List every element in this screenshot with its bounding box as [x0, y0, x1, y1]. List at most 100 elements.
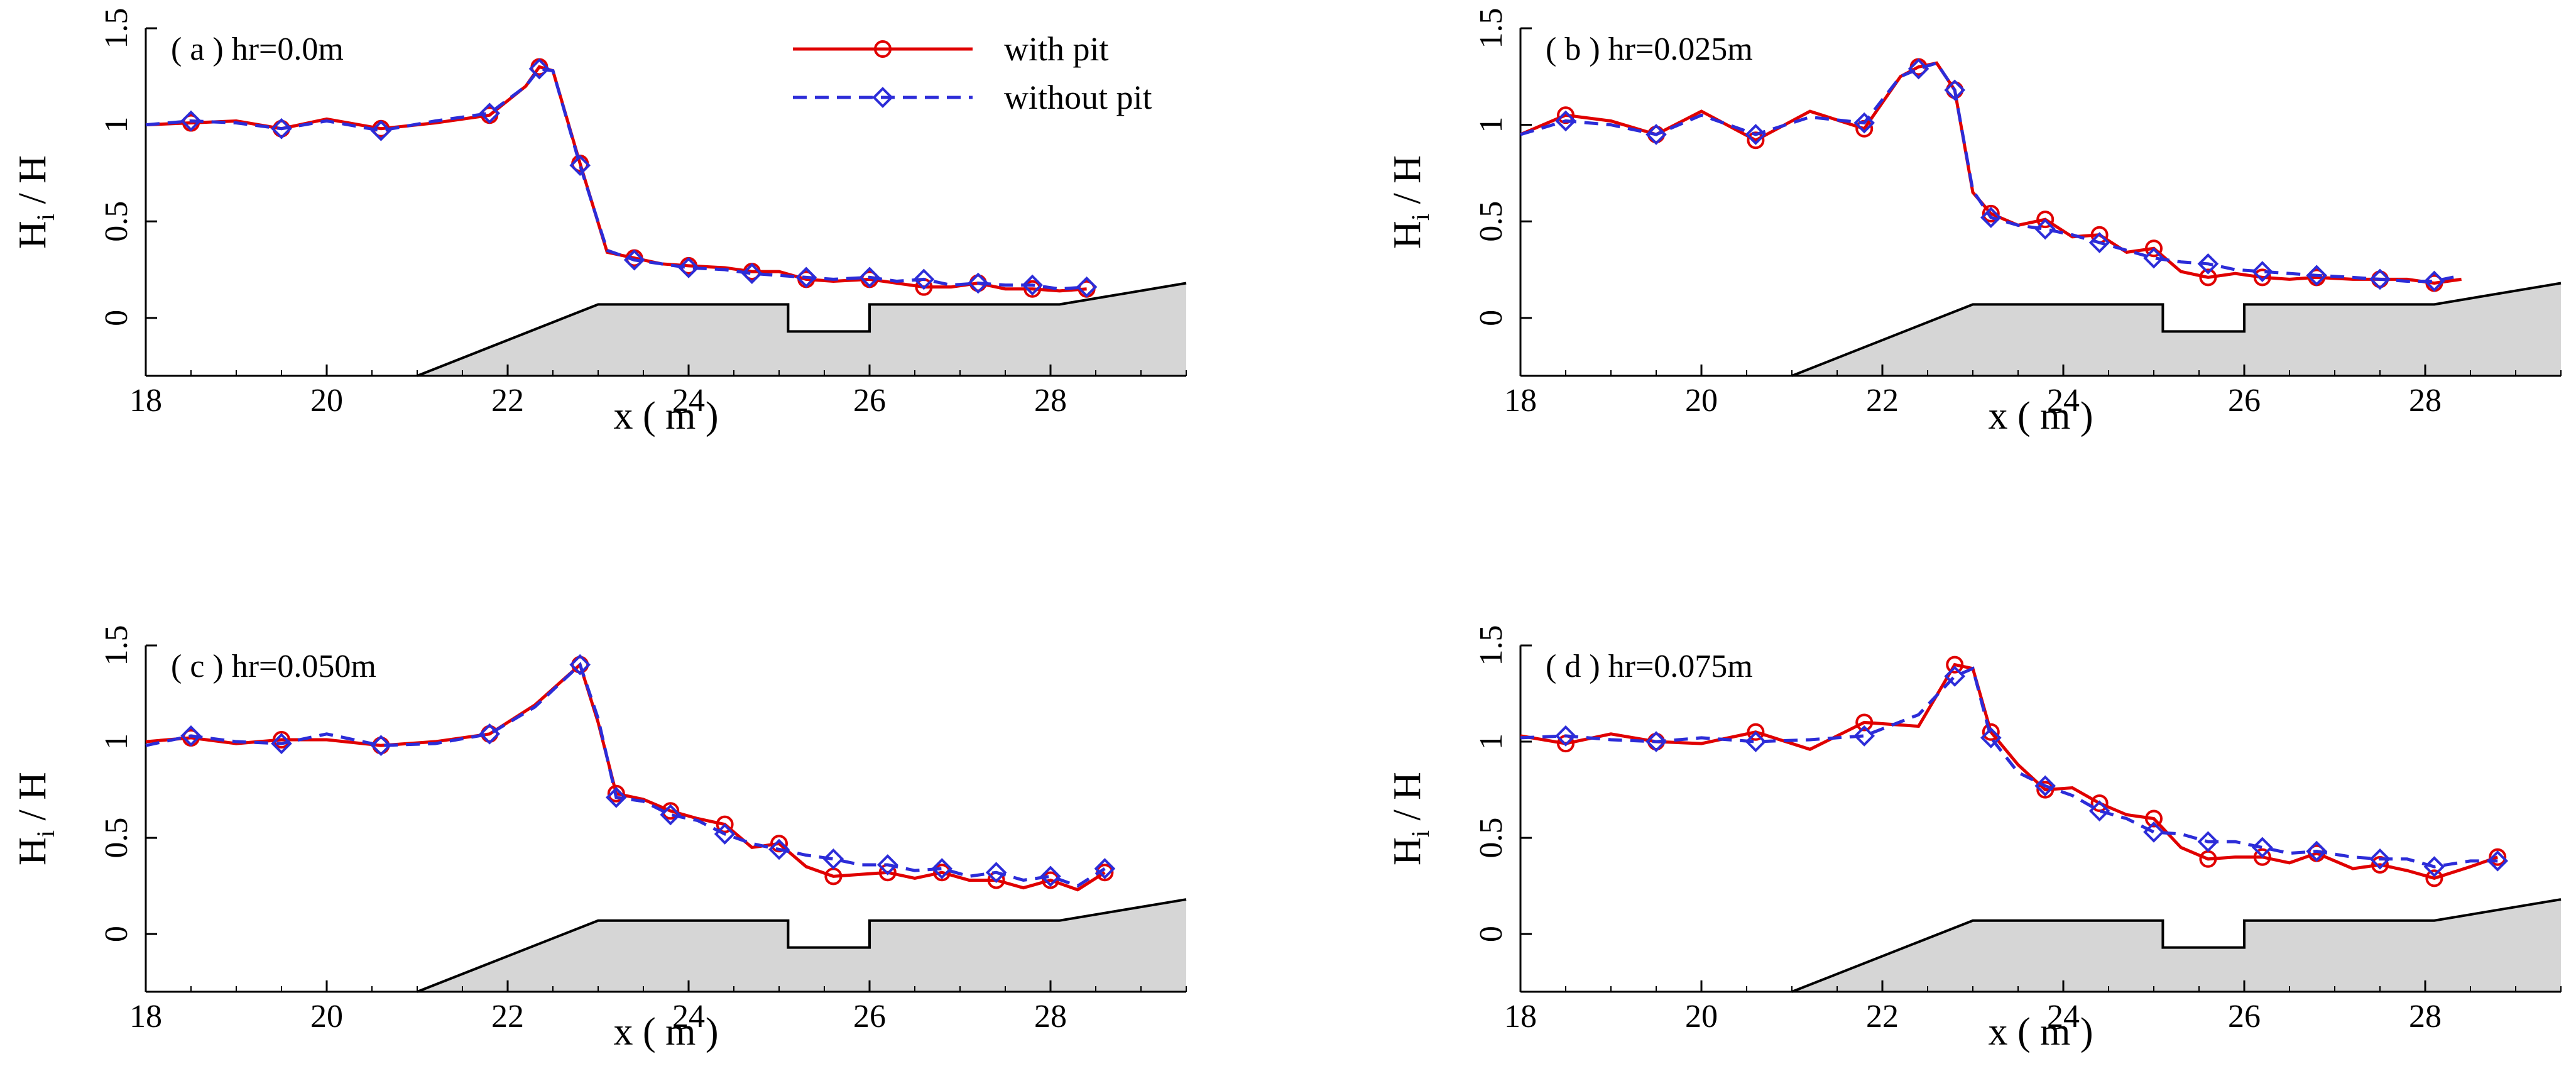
- panel-b-xtick-label: 22: [1866, 383, 1899, 419]
- panel-a-series-without-pit-point: [678, 257, 699, 278]
- panel-c-series-without-pit-line: [145, 662, 1106, 888]
- panel-b-series-without-pit-point: [2251, 261, 2273, 282]
- panel-b-series-without-pit-point: [2197, 253, 2219, 275]
- panel-a-series-without-pit-point: [370, 119, 392, 141]
- panel-b-series-with-pit-point: [2199, 268, 2217, 287]
- panel-b-series-without-pit-point: [1645, 124, 1667, 145]
- panel-a-series-without-pit-line: [145, 67, 1087, 291]
- panel-d-ytick-label: 0: [1473, 926, 1509, 942]
- panel-a-series-without-pit-point: [967, 272, 989, 294]
- panel-b-xtick-label: 26: [2228, 383, 2261, 419]
- panel-c-ytick-label: 0.5: [99, 818, 134, 859]
- panel-d-series-without-pit-point: [2251, 837, 2273, 859]
- panel-c-series-without-pit-point: [1094, 858, 1116, 879]
- panel-b-series-with-pit-point: [2036, 211, 2055, 229]
- panel-d-series-with-pit-point: [1982, 723, 2000, 741]
- panel-b-series-without-pit-point: [1853, 112, 1875, 134]
- panel-a-series-without-pit-point: [1076, 276, 1098, 298]
- panel-a-series-without-pit-point: [1022, 274, 1044, 296]
- panel-d-bathymetry-line: [1791, 898, 2562, 993]
- legend: with pit without pit: [793, 30, 1152, 116]
- panel-b-series-with-pit-point: [2145, 239, 2163, 258]
- panel-b-series-without-pit-point: [2143, 247, 2164, 269]
- panel-b-series-without-pit-point: [1745, 124, 1767, 145]
- panel-d-xtick-label: 24: [2047, 999, 2080, 1034]
- panel-c: 18 20 22 24 26 28 0 0.5 1 1.5 x ( m ) Hi / H ( c ) h…: [11, 625, 1187, 1053]
- panel-a-series-without-pit-point: [741, 263, 763, 285]
- panel-d-series-without-pit-point: [1745, 731, 1767, 752]
- panel-d-series-without-pit-point: [2143, 821, 2164, 843]
- panel-b-bathymetry-fill: [1792, 283, 2561, 376]
- panel-d-series-with-pit-point: [1747, 723, 1765, 741]
- panel-d-ytick-label: 1: [1473, 733, 1509, 750]
- panel-b-xtick-label: 20: [1685, 383, 1718, 419]
- panel-b-xtick-label: 24: [2047, 383, 2080, 419]
- panel-b-series-without-pit-point: [2088, 232, 2110, 253]
- panel-d-series-without-pit-line: [1520, 666, 2498, 869]
- panel-a-series-without-pit-point: [569, 155, 591, 176]
- panel-b-title: ( b ) hr=0.025m: [1546, 31, 1753, 67]
- panel-d-xtick-label: 22: [1866, 999, 1899, 1034]
- panel-c-xtick-label: 20: [310, 999, 343, 1034]
- panel-d-series-with-pit-point: [2145, 809, 2163, 828]
- panel-c-series-without-pit-point: [605, 787, 627, 808]
- panel-d-series-with-pit-point: [2489, 848, 2507, 866]
- panel-d-series-without-pit-point: [1853, 725, 1875, 747]
- panel-a-series-without-pit-point: [528, 58, 550, 80]
- panel-b-bathymetry-line: [1791, 282, 2562, 377]
- panel-a-ytick-label: 1.5: [99, 8, 134, 49]
- panel-d-series-with-pit-line: [1520, 662, 2499, 881]
- panel-d-series-with-pit-point: [2090, 794, 2109, 813]
- panel-a-ytick-label: 0.5: [99, 201, 134, 242]
- panel-c-ylabel: Hi / H: [11, 772, 60, 865]
- panel-a-series-without-pit-point: [795, 266, 817, 288]
- panel-c-series-without-pit-point: [569, 654, 591, 676]
- panel-d-series-with-pit-point: [2425, 869, 2443, 887]
- panel-b-series-without-pit-point: [2034, 218, 2056, 240]
- panel-c-series-without-pit-point: [271, 733, 292, 754]
- panel-c-series-with-pit-point: [933, 864, 951, 882]
- panel-a-bathymetry-fill: [417, 283, 1186, 376]
- panel-c-xtick-label: 22: [491, 999, 524, 1034]
- panel-b-series-without-pit-point: [1555, 110, 1576, 132]
- panel-d-series-without-pit-point: [2423, 856, 2445, 877]
- panel-d: 18 20 22 24 26 28 0 0.5 1 1.5 x ( m ) Hi / H ( d ) h…: [1386, 625, 2562, 1053]
- legend-marker-without-pit: [872, 87, 893, 108]
- panel-b-series-without-pit-point: [1907, 58, 1929, 80]
- panel-b-series-with-pit-point: [1557, 106, 1575, 124]
- panel-c-series-with-pit-point: [716, 815, 734, 833]
- panel-b-series-without-pit-point: [1944, 79, 1966, 101]
- panel-a-bathymetry-line: [417, 282, 1187, 377]
- panel-c-series-with-pit-point: [273, 730, 290, 749]
- panel-d-series-with-pit-point: [1855, 713, 1874, 732]
- panel-a-series-with-pit-point: [1023, 280, 1042, 298]
- panel-a: 18 20 22 24 26 28 0 0.5 1 1.5 x ( m ) Hi / H ( a ) h…: [11, 8, 1187, 437]
- panel-c-series-with-pit-point: [607, 784, 625, 803]
- panel-a-series-with-pit-line: [145, 65, 1087, 293]
- panel-a-title: ( a ) hr=0.0m: [171, 31, 344, 67]
- panel-b-series-with-pit-line: [1520, 61, 2462, 285]
- panel-d-series-without-pit-point: [2197, 831, 2219, 853]
- panel-c-title: ( c ) hr=0.050m: [171, 649, 376, 684]
- panel-b-xtick-label: 28: [2409, 383, 2442, 419]
- panel-c-series-without-pit-point: [714, 823, 736, 845]
- panel-a-xtick-label: 22: [491, 383, 524, 419]
- panel-d-series-without-pit-point: [1645, 731, 1667, 752]
- legend-label-without-pit: without pit: [1004, 79, 1152, 116]
- panel-b-series-without-pit-point: [2306, 265, 2328, 287]
- panel-b-ylabel: Hi / H: [1386, 155, 1434, 249]
- panel-d-series-with-pit-point: [2253, 848, 2271, 866]
- panel-c-bathymetry-line: [417, 898, 1187, 993]
- panel-c-xtick-label: 28: [1034, 999, 1067, 1034]
- panel-b-series-with-pit-point: [1982, 204, 2000, 222]
- panel-c-ytick-label: 0: [99, 926, 134, 942]
- panel-d-xtick-label: 26: [2228, 999, 2261, 1034]
- panel-c-series-without-pit-point: [931, 858, 953, 879]
- panel-d-series-without-pit-point: [2487, 850, 2509, 872]
- panel-d-series-with-pit-point: [2371, 855, 2389, 874]
- panel-b-xtick-label: 18: [1504, 383, 1537, 419]
- panel-b-ytick-label: 1: [1473, 117, 1509, 133]
- panel-c-bathymetry-fill: [417, 899, 1186, 992]
- panel-c-xlabel: x ( m ): [613, 1011, 718, 1053]
